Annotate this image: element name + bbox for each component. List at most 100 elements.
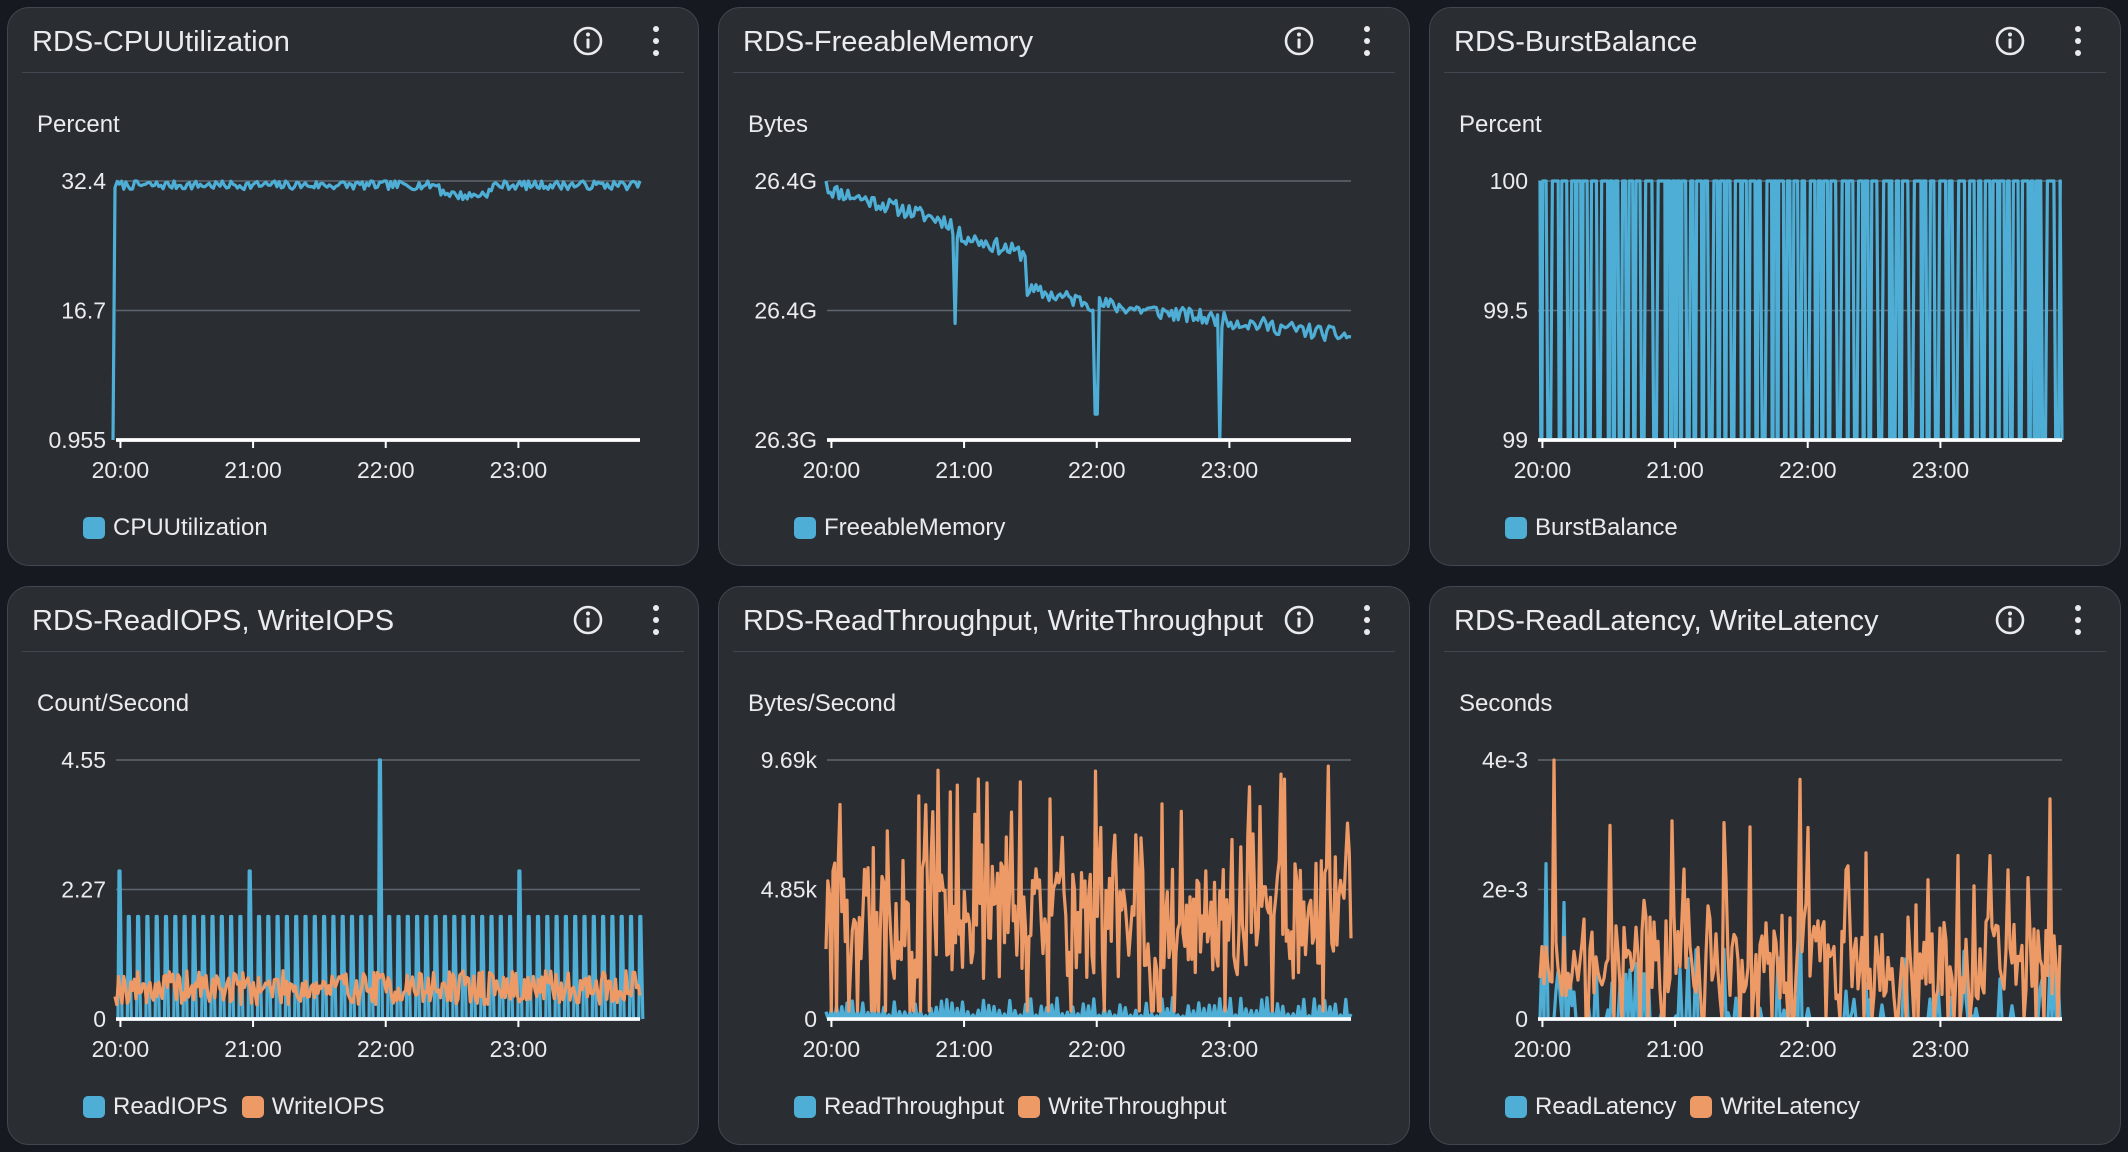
legend-swatch (1018, 1096, 1041, 1118)
x-tick-label: 21:00 (1646, 1036, 1704, 1062)
series-line-freeablememory[interactable] (824, 180, 1352, 442)
legend-swatch (794, 517, 816, 539)
legend-item-cpuutilization[interactable]: CPUUtilization (83, 514, 268, 542)
x-tick-label: 20:00 (92, 457, 150, 483)
x-tick-label: 20:00 (92, 1036, 150, 1062)
x-tick-label: 22:00 (1779, 457, 1837, 483)
chart-plot: 26.4G 26.4G 26.3G 20:00 21:00 22:00 23:00 (754, 168, 1352, 483)
widget-card: RDS-FreeableMemory Bytes 26.4G 26.4G 26.3G… (718, 7, 1410, 566)
legend-swatch (794, 1096, 816, 1118)
x-tick-label: 21:00 (224, 1036, 282, 1062)
chart-legend: ReadLatency WriteLatency (1505, 1093, 1860, 1121)
widget-card: RDS-BurstBalance Percent 100 99.5 99 20:00 2… (1429, 7, 2121, 566)
chart-plot: 9.69k 4.85k 0 20:00 21:00 22:00 23:00 (761, 747, 1353, 1062)
info-circle-icon[interactable] (572, 604, 604, 636)
chart-legend: ReadIOPS WriteIOPS (83, 1093, 385, 1121)
legend-item-readiops[interactable]: ReadIOPS (83, 1093, 228, 1121)
widget-title: RDS-ReadIOPS, WriteIOPS (32, 605, 395, 637)
x-tick-label: 20:00 (803, 457, 861, 483)
x-tick-label: 20:00 (1514, 1036, 1572, 1062)
x-tick-label: 23:00 (490, 1036, 548, 1062)
y-tick-label: 0 (804, 1006, 817, 1032)
legend-item-writethroughput[interactable]: WriteThroughput (1018, 1093, 1226, 1121)
widget-header: RDS-CPUUtilization (22, 8, 684, 73)
legend-item-readthroughput[interactable]: ReadThroughput (794, 1093, 1004, 1121)
y-axis-unit-label: Percent (1459, 111, 1542, 138)
info-circle-icon[interactable] (1283, 25, 1315, 57)
x-tick-label: 20:00 (803, 1036, 861, 1062)
x-tick-label: 21:00 (935, 457, 993, 483)
series-line-readiops[interactable] (116, 758, 645, 1021)
vertical-ellipsis-icon[interactable] (1357, 601, 1377, 639)
legend-label: FreeableMemory (824, 514, 1006, 541)
legend-label: WriteLatency (1720, 1093, 1861, 1120)
vertical-ellipsis-icon[interactable] (1357, 22, 1377, 60)
legend-item-burstbalance[interactable]: BurstBalance (1505, 514, 1678, 542)
info-circle-icon[interactable] (1994, 604, 2026, 636)
legend-swatch (83, 517, 105, 539)
vertical-ellipsis-icon[interactable] (646, 22, 666, 60)
y-tick-label: 4.85k (761, 877, 818, 903)
chart-plot: 4e-3 2e-3 0 20:00 21:00 22:00 23:00 (1482, 747, 2062, 1062)
info-circle-icon[interactable] (1283, 604, 1315, 636)
legend-item-freeablememory[interactable]: FreeableMemory (794, 514, 1005, 542)
x-tick-label: 20:00 (1514, 457, 1572, 483)
widget-title: RDS-FreeableMemory (743, 26, 1034, 58)
y-tick-label: 0.955 (48, 427, 106, 453)
legend-item-writelatency[interactable]: WriteLatency (1690, 1093, 1860, 1121)
widget-card: RDS-ReadIOPS, WriteIOPS Count/Second 4.5… (7, 586, 699, 1145)
y-tick-label: 26.4G (754, 168, 817, 194)
chart-legend: FreeableMemory (794, 514, 1005, 542)
legend-swatch (83, 1096, 105, 1118)
info-circle-icon[interactable] (572, 25, 604, 57)
vertical-ellipsis-icon[interactable] (2068, 22, 2088, 60)
x-tick-label: 23:00 (1201, 457, 1259, 483)
y-tick-label: 32.4 (61, 168, 106, 194)
chart-legend: ReadThroughput WriteThroughput (794, 1093, 1226, 1121)
legend-label: WriteIOPS (271, 1093, 385, 1120)
y-tick-label: 16.7 (61, 298, 106, 324)
vertical-ellipsis-icon[interactable] (2068, 601, 2088, 639)
y-axis-unit-label: Bytes/Second (748, 690, 897, 717)
y-tick-label: 0 (1515, 1006, 1528, 1032)
vertical-ellipsis-icon[interactable] (646, 601, 666, 639)
x-tick-label: 22:00 (1779, 1036, 1837, 1062)
legend-item-writeiops[interactable]: WriteIOPS (241, 1093, 385, 1121)
series-line-writethroughput[interactable] (824, 764, 1353, 1013)
y-axis-unit-label: Count/Second (37, 690, 190, 717)
dashboard-grid: RDS-CPUUtilization Percent 32.4 16.7 0.955… (7, 7, 2121, 1145)
y-tick-label: 26.4G (754, 298, 817, 324)
y-axis-unit-label: Seconds (1459, 690, 1553, 717)
series-line-writelatency[interactable] (1538, 758, 2062, 1021)
widget-card: RDS-CPUUtilization Percent 32.4 16.7 0.955… (7, 7, 699, 566)
y-tick-label: 99 (1502, 427, 1528, 453)
x-tick-label: 22:00 (1068, 1036, 1126, 1062)
info-circle-icon[interactable] (1994, 25, 2026, 57)
legend-item-readlatency[interactable]: ReadLatency (1505, 1093, 1676, 1121)
x-tick-label: 21:00 (1646, 457, 1704, 483)
widget-title: RDS-ReadThroughput, WriteThroughput (743, 605, 1264, 637)
y-tick-label: 4.55 (61, 747, 106, 773)
y-tick-label: 100 (1490, 168, 1528, 194)
x-tick-label: 21:00 (935, 1036, 993, 1062)
series-line-writeiops[interactable] (113, 969, 642, 1007)
x-tick-label: 22:00 (357, 1036, 415, 1062)
legend-label: ReadLatency (1535, 1093, 1677, 1120)
x-tick-label: 21:00 (224, 457, 282, 483)
y-tick-label: 2.27 (61, 877, 106, 903)
legend-swatch (1505, 1096, 1527, 1118)
y-tick-label: 2e-3 (1482, 877, 1528, 903)
chart-plot: 32.4 16.7 0.955 20:00 21:00 22:00 23:00 (48, 168, 642, 483)
x-tick-label: 23:00 (490, 457, 548, 483)
legend-label: ReadIOPS (113, 1093, 228, 1120)
y-axis-unit-label: Bytes (748, 111, 809, 138)
x-tick-label: 23:00 (1201, 1036, 1259, 1062)
legend-swatch (1505, 517, 1527, 539)
series-line-burstbalance[interactable] (1538, 179, 2064, 442)
x-tick-label: 23:00 (1912, 457, 1970, 483)
x-tick-label: 22:00 (357, 457, 415, 483)
legend-swatch (1690, 1096, 1713, 1118)
series-line-cpuutilization[interactable] (111, 179, 642, 441)
y-tick-label: 0 (93, 1006, 106, 1032)
widget-card: RDS-ReadThroughput, WriteThroughput Byte… (718, 586, 1410, 1145)
